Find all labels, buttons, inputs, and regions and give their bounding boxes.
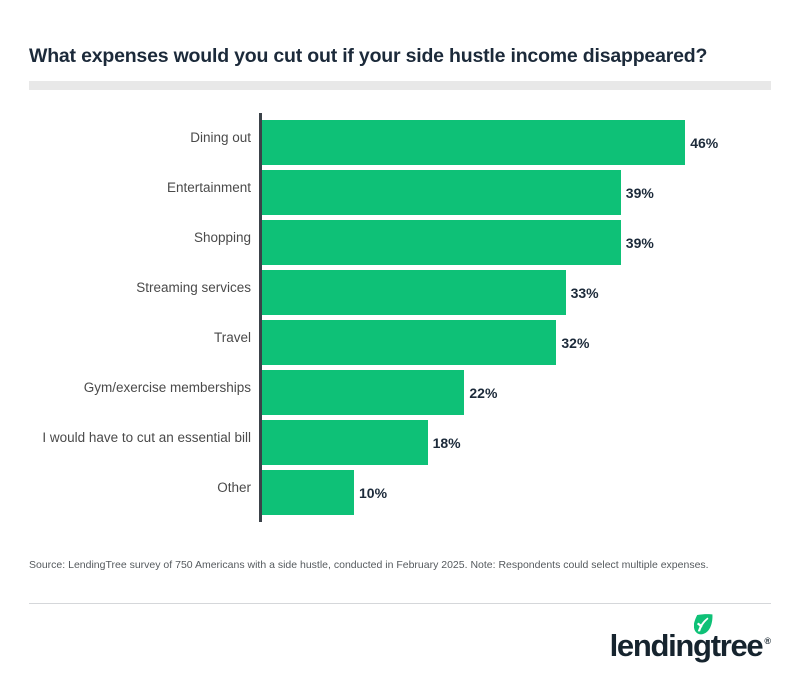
bar-and-value: 33% [262,270,599,315]
bar-rows: Dining out 46% Entertainment 39% Shopping 39%… [0,113,800,515]
logo-wordmark-text: lendingtree [609,628,764,663]
bar-row: I would have to cut an essential bill 18% [0,413,800,465]
bar-value-label: 22% [469,384,498,401]
bar-category-label: I would have to cut an essential bill [42,430,251,445]
bar-row: Entertainment 39% [0,163,800,215]
bar-value-label: 39% [625,184,654,201]
bar-value-label: 32% [561,334,590,351]
chart-plot-area: Dining out 46% Entertainment 39% Shopping 39%… [0,113,800,523]
bar-and-value: 18% [262,420,461,465]
bar-value-label: 18% [432,434,461,451]
bar [262,170,621,215]
bar-row: Other 10% [0,463,800,515]
bar-value-label: 10% [359,484,388,501]
footer-divider [29,603,771,604]
bar-and-value: 46% [262,120,718,165]
bar-category-label: Travel [213,330,251,345]
page-title: What expenses would you cut out if your … [29,45,708,67]
bar-row: Dining out 46% [0,113,800,165]
bar-and-value: 22% [262,370,497,415]
bar-value-label: 39% [625,234,654,251]
bar-category-label: Shopping [193,230,251,245]
source-note: Source: LendingTree survey of 750 Americ… [29,559,709,571]
bar [262,470,354,515]
bar-category-label: Other [217,480,251,495]
bar-category-label: Streaming services [136,280,251,295]
bar-row: Shopping 39% [0,213,800,265]
bar-category-label: Dining out [190,130,251,145]
bar [262,220,621,265]
lendingtree-logo: lendingtree ® [609,614,771,663]
bar [262,120,686,165]
bar [262,320,557,365]
leaf-icon [693,614,713,635]
bar [262,270,566,315]
bar-value-label: 46% [690,134,719,151]
logo-registered-mark: ® [764,636,771,646]
bar-and-value: 32% [262,320,589,365]
bar [262,420,428,465]
bar-row: Gym/exercise memberships 22% [0,363,800,415]
bar [262,370,465,415]
bar-and-value: 10% [262,470,387,515]
bar-row: Travel 32% [0,313,800,365]
bar-value-label: 33% [570,284,599,301]
bar-category-label: Gym/exercise memberships [83,380,251,395]
bar-category-label: Entertainment [166,180,251,195]
bar-and-value: 39% [262,170,654,215]
header-divider [29,81,771,90]
logo-wordmark: lendingtree [609,614,764,663]
bar-row: Streaming services 33% [0,263,800,315]
bar-and-value: 39% [262,220,654,265]
y-axis-line [259,113,262,522]
